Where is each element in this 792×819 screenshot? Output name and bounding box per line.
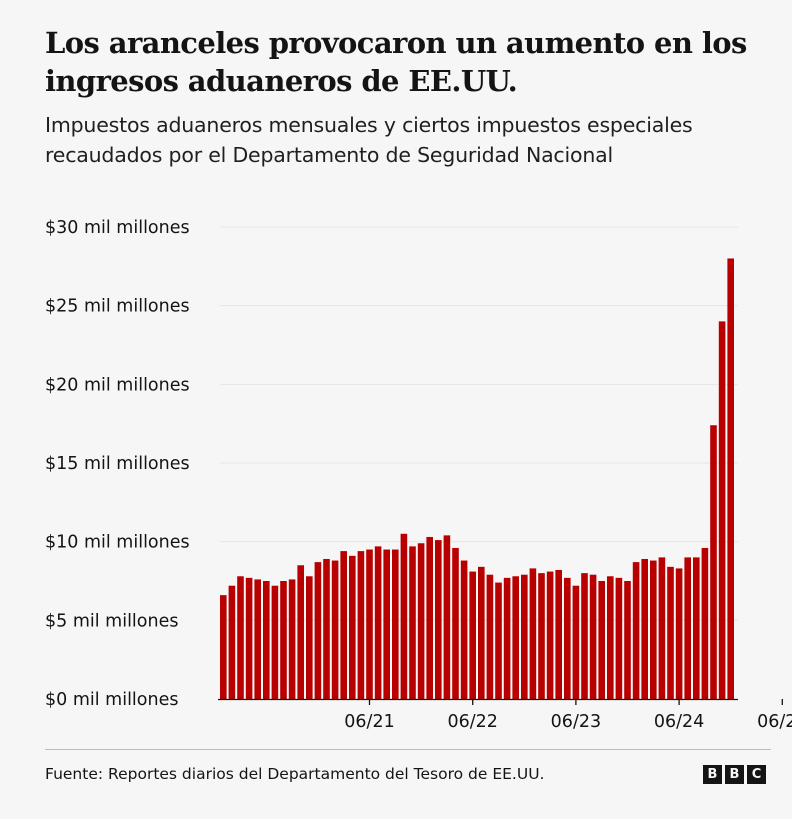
bbc-logo-letter: C (747, 765, 766, 784)
bar (486, 574, 494, 699)
bar-chart: $0 mil millones $5 mil millones $10 mil mi… (45, 218, 792, 732)
y-tick-label: $10 mil millones (45, 533, 190, 553)
bar (323, 558, 330, 699)
bar (675, 568, 683, 699)
y-tick-label: $20 mil millones (45, 375, 190, 395)
bar (228, 585, 236, 699)
source-note: Fuente: Reportes diarios del Departament… (45, 765, 545, 783)
bar (624, 581, 631, 699)
bar (650, 560, 657, 699)
bar (297, 565, 304, 699)
bar (718, 321, 726, 699)
chart-title: Los aranceles provocaron un aumento en l… (45, 26, 747, 98)
x-axis: 06/21 06/22 06/23 06/24 06/25 (218, 698, 792, 732)
bar (693, 557, 700, 699)
bar (546, 571, 554, 699)
x-tick-label: 06/23 (551, 712, 601, 732)
bar (417, 543, 425, 699)
y-tick-label: $0 mil millones (45, 690, 178, 710)
bar (400, 533, 408, 699)
bar (263, 581, 270, 699)
bbc-logo-letter: B (725, 765, 744, 784)
bar (478, 566, 485, 699)
bar (220, 595, 227, 699)
y-tick-label: $30 mil millones (45, 218, 190, 238)
bar (521, 574, 528, 699)
bar (237, 576, 244, 699)
x-tick-label: 06/22 (447, 712, 497, 732)
bar (331, 560, 339, 699)
bar (374, 546, 382, 699)
bar (641, 558, 648, 699)
x-tick-label: 06/21 (344, 712, 394, 732)
bar (392, 549, 399, 699)
bar (632, 562, 640, 699)
bar (529, 568, 537, 699)
bar (435, 540, 442, 699)
bar (503, 577, 511, 699)
bar (271, 585, 279, 699)
x-tick-label: 06/25 (757, 712, 792, 732)
bar (512, 576, 519, 699)
bar (306, 576, 313, 699)
bar (409, 546, 416, 699)
bar (366, 549, 373, 699)
bar (452, 547, 459, 699)
bar (495, 582, 502, 699)
bar (615, 577, 623, 699)
chart-subtitle: Impuestos aduaneros mensuales y ciertos … (45, 113, 693, 167)
bar (426, 536, 433, 699)
bar (469, 571, 476, 699)
bar (357, 551, 365, 699)
bar (607, 576, 614, 699)
bar (443, 535, 451, 699)
bar (340, 551, 347, 699)
y-tick-label: $15 mil millones (45, 454, 190, 474)
bar (667, 566, 674, 699)
x-tick-label: 06/24 (654, 712, 704, 732)
bar (280, 581, 287, 699)
bar (598, 581, 605, 699)
bar (658, 557, 666, 699)
bar (383, 549, 390, 699)
bar (572, 585, 580, 699)
bars (220, 258, 734, 699)
y-axis-labels: $0 mil millones $5 mil millones $10 mil mi… (45, 218, 190, 710)
bar (538, 573, 545, 699)
bar (349, 555, 356, 699)
bbc-logo-letter: B (703, 765, 722, 784)
bbc-logo: B B C (703, 765, 766, 784)
bar (727, 258, 734, 699)
bar (701, 547, 709, 699)
bar (245, 577, 253, 699)
bar (288, 579, 296, 699)
footer-divider (45, 749, 771, 750)
y-tick-label: $25 mil millones (45, 297, 190, 317)
bar (460, 560, 468, 699)
bar (564, 577, 571, 699)
bar (710, 425, 717, 699)
bar (314, 562, 322, 699)
bar (589, 574, 597, 699)
bar (684, 557, 691, 699)
bar (581, 573, 588, 699)
bar (254, 579, 261, 699)
bar (555, 569, 562, 699)
y-tick-label: $5 mil millones (45, 611, 178, 631)
